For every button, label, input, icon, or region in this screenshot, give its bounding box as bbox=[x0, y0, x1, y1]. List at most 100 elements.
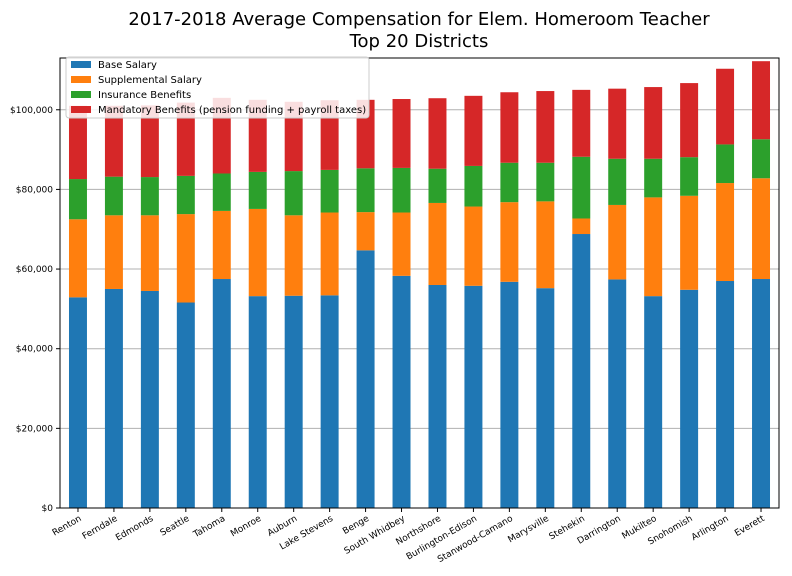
bar-northshore-mandatory-benefits bbox=[428, 98, 447, 169]
bar-burlington-edison-base-salary bbox=[464, 285, 483, 508]
bar-marysville-supplemental-salary bbox=[536, 201, 555, 289]
bar-seattle-supplemental-salary bbox=[176, 214, 195, 303]
bar-burlington-edison-supplemental-salary bbox=[464, 206, 483, 286]
bar-stanwood-camano-supplemental-salary bbox=[500, 202, 519, 282]
y-tick-label: $40,000 bbox=[16, 345, 53, 355]
legend-item-supplemental-salary: Supplemental Salary bbox=[71, 75, 202, 86]
chart-subtitle: Top 20 Districts bbox=[349, 31, 489, 52]
x-tick-label: Arlington bbox=[690, 514, 731, 543]
x-tick-label: Everett bbox=[733, 514, 767, 539]
bar-northshore-base-salary bbox=[428, 284, 447, 508]
x-tick-label: South Whidbey bbox=[343, 514, 408, 557]
bar-northshore-supplemental-salary bbox=[428, 202, 447, 285]
bar-auburn-base-salary bbox=[284, 295, 303, 508]
legend-swatch-insurance-benefits bbox=[71, 91, 91, 98]
legend: Base Salary Supplemental Salary Insuranc… bbox=[65, 56, 370, 119]
bar-renton-supplemental-salary bbox=[68, 219, 87, 298]
bar-stehekin-supplemental-salary bbox=[572, 218, 591, 235]
bar-edmonds-insurance-benefits bbox=[140, 177, 159, 216]
bar-monroe-insurance-benefits bbox=[248, 171, 267, 209]
bar-arlington-base-salary bbox=[716, 281, 735, 508]
x-tick-label: Seattle bbox=[159, 514, 192, 539]
bar-marysville-mandatory-benefits bbox=[536, 91, 555, 163]
bar-renton-mandatory-benefits bbox=[68, 105, 87, 180]
bar-everett-insurance-benefits bbox=[752, 139, 771, 179]
bar-benge-supplemental-salary bbox=[356, 212, 375, 251]
bar-arlington-mandatory-benefits bbox=[716, 68, 735, 145]
bar-darrington-supplemental-salary bbox=[608, 204, 627, 280]
bar-lake-stevens-insurance-benefits bbox=[320, 169, 339, 213]
bar-everett-mandatory-benefits bbox=[752, 61, 771, 140]
bar-stehekin-insurance-benefits bbox=[572, 156, 591, 219]
bar-darrington-mandatory-benefits bbox=[608, 88, 627, 159]
bar-ferndale-base-salary bbox=[104, 288, 123, 508]
bar-stanwood-camano-base-salary bbox=[500, 281, 519, 508]
legend-frame bbox=[65, 56, 370, 119]
chart-title: 2017-2018 Average Compensation for Elem.… bbox=[128, 9, 710, 30]
bar-renton-base-salary bbox=[68, 297, 87, 508]
legend-label-mandatory-benefits: Mandatory Benefits (pension funding + pa… bbox=[98, 105, 366, 116]
bar-edmonds-supplemental-salary bbox=[140, 215, 159, 291]
bar-auburn-supplemental-salary bbox=[284, 215, 303, 296]
bar-tahoma-base-salary bbox=[212, 279, 231, 508]
bar-darrington-insurance-benefits bbox=[608, 158, 627, 205]
legend-item-mandatory-benefits: Mandatory Benefits (pension funding + pa… bbox=[71, 105, 366, 116]
bar-south-whidbey-insurance-benefits bbox=[392, 167, 411, 213]
y-tick-label: $80,000 bbox=[16, 185, 53, 195]
legend-label-insurance-benefits: Insurance Benefits bbox=[98, 90, 191, 101]
bar-ferndale-supplemental-salary bbox=[104, 215, 123, 289]
legend-swatch-base-salary bbox=[71, 61, 91, 68]
legend-swatch-mandatory-benefits bbox=[71, 106, 91, 113]
bar-tahoma-insurance-benefits bbox=[212, 173, 231, 211]
x-tick-label: Renton bbox=[51, 514, 84, 539]
x-tick-label: Ferndale bbox=[81, 514, 120, 542]
x-tick-label: Tahoma bbox=[191, 514, 227, 541]
bar-auburn-mandatory-benefits bbox=[284, 101, 303, 172]
bar-tahoma-supplemental-salary bbox=[212, 210, 231, 280]
bar-renton-insurance-benefits bbox=[68, 179, 87, 220]
y-tick-label: $60,000 bbox=[16, 265, 53, 275]
bar-auburn-insurance-benefits bbox=[284, 171, 303, 216]
bar-seattle-mandatory-benefits bbox=[176, 102, 195, 176]
bar-snohomish-insurance-benefits bbox=[680, 157, 699, 196]
bar-everett-base-salary bbox=[752, 279, 771, 508]
x-tick-label: Marysville bbox=[507, 514, 552, 546]
bar-ferndale-mandatory-benefits bbox=[104, 105, 123, 177]
bar-snohomish-mandatory-benefits bbox=[680, 83, 699, 158]
y-tick-label: $20,000 bbox=[16, 424, 53, 434]
bar-ferndale-insurance-benefits bbox=[104, 176, 123, 216]
bar-marysville-base-salary bbox=[536, 288, 555, 508]
bar-marysville-insurance-benefits bbox=[536, 162, 555, 202]
y-axis: $0 $20,000 $40,000 $60,000 $80,000 $100,000 bbox=[10, 106, 60, 514]
bar-stanwood-camano-mandatory-benefits bbox=[500, 92, 519, 163]
bars bbox=[68, 61, 771, 508]
bar-lake-stevens-supplemental-salary bbox=[320, 212, 339, 296]
bar-stehekin-mandatory-benefits bbox=[572, 89, 591, 157]
bar-south-whidbey-supplemental-salary bbox=[392, 212, 411, 276]
bar-seattle-insurance-benefits bbox=[176, 175, 195, 215]
bar-edmonds-mandatory-benefits bbox=[140, 105, 159, 178]
bar-monroe-supplemental-salary bbox=[248, 208, 267, 297]
bar-monroe-base-salary bbox=[248, 296, 267, 508]
bar-stehekin-base-salary bbox=[572, 234, 591, 508]
y-tick-label: $0 bbox=[42, 504, 54, 514]
legend-item-insurance-benefits: Insurance Benefits bbox=[71, 90, 191, 101]
legend-item-base-salary: Base Salary bbox=[71, 60, 157, 71]
bar-south-whidbey-base-salary bbox=[392, 275, 411, 508]
bar-stanwood-camano-insurance-benefits bbox=[500, 162, 519, 203]
bar-seattle-base-salary bbox=[176, 302, 195, 508]
bar-snohomish-base-salary bbox=[680, 289, 699, 508]
bar-south-whidbey-mandatory-benefits bbox=[392, 99, 411, 168]
bar-arlington-insurance-benefits bbox=[716, 144, 735, 184]
bar-everett-supplemental-salary bbox=[752, 178, 771, 280]
bar-northshore-insurance-benefits bbox=[428, 168, 447, 203]
bar-arlington-supplemental-salary bbox=[716, 183, 735, 282]
bar-burlington-edison-insurance-benefits bbox=[464, 165, 483, 207]
bar-mukilteo-supplemental-salary bbox=[644, 197, 663, 297]
bar-burlington-edison-mandatory-benefits bbox=[464, 95, 483, 166]
legend-label-base-salary: Base Salary bbox=[98, 60, 157, 71]
legend-swatch-supplemental-salary bbox=[71, 76, 91, 83]
bar-mukilteo-insurance-benefits bbox=[644, 158, 663, 198]
